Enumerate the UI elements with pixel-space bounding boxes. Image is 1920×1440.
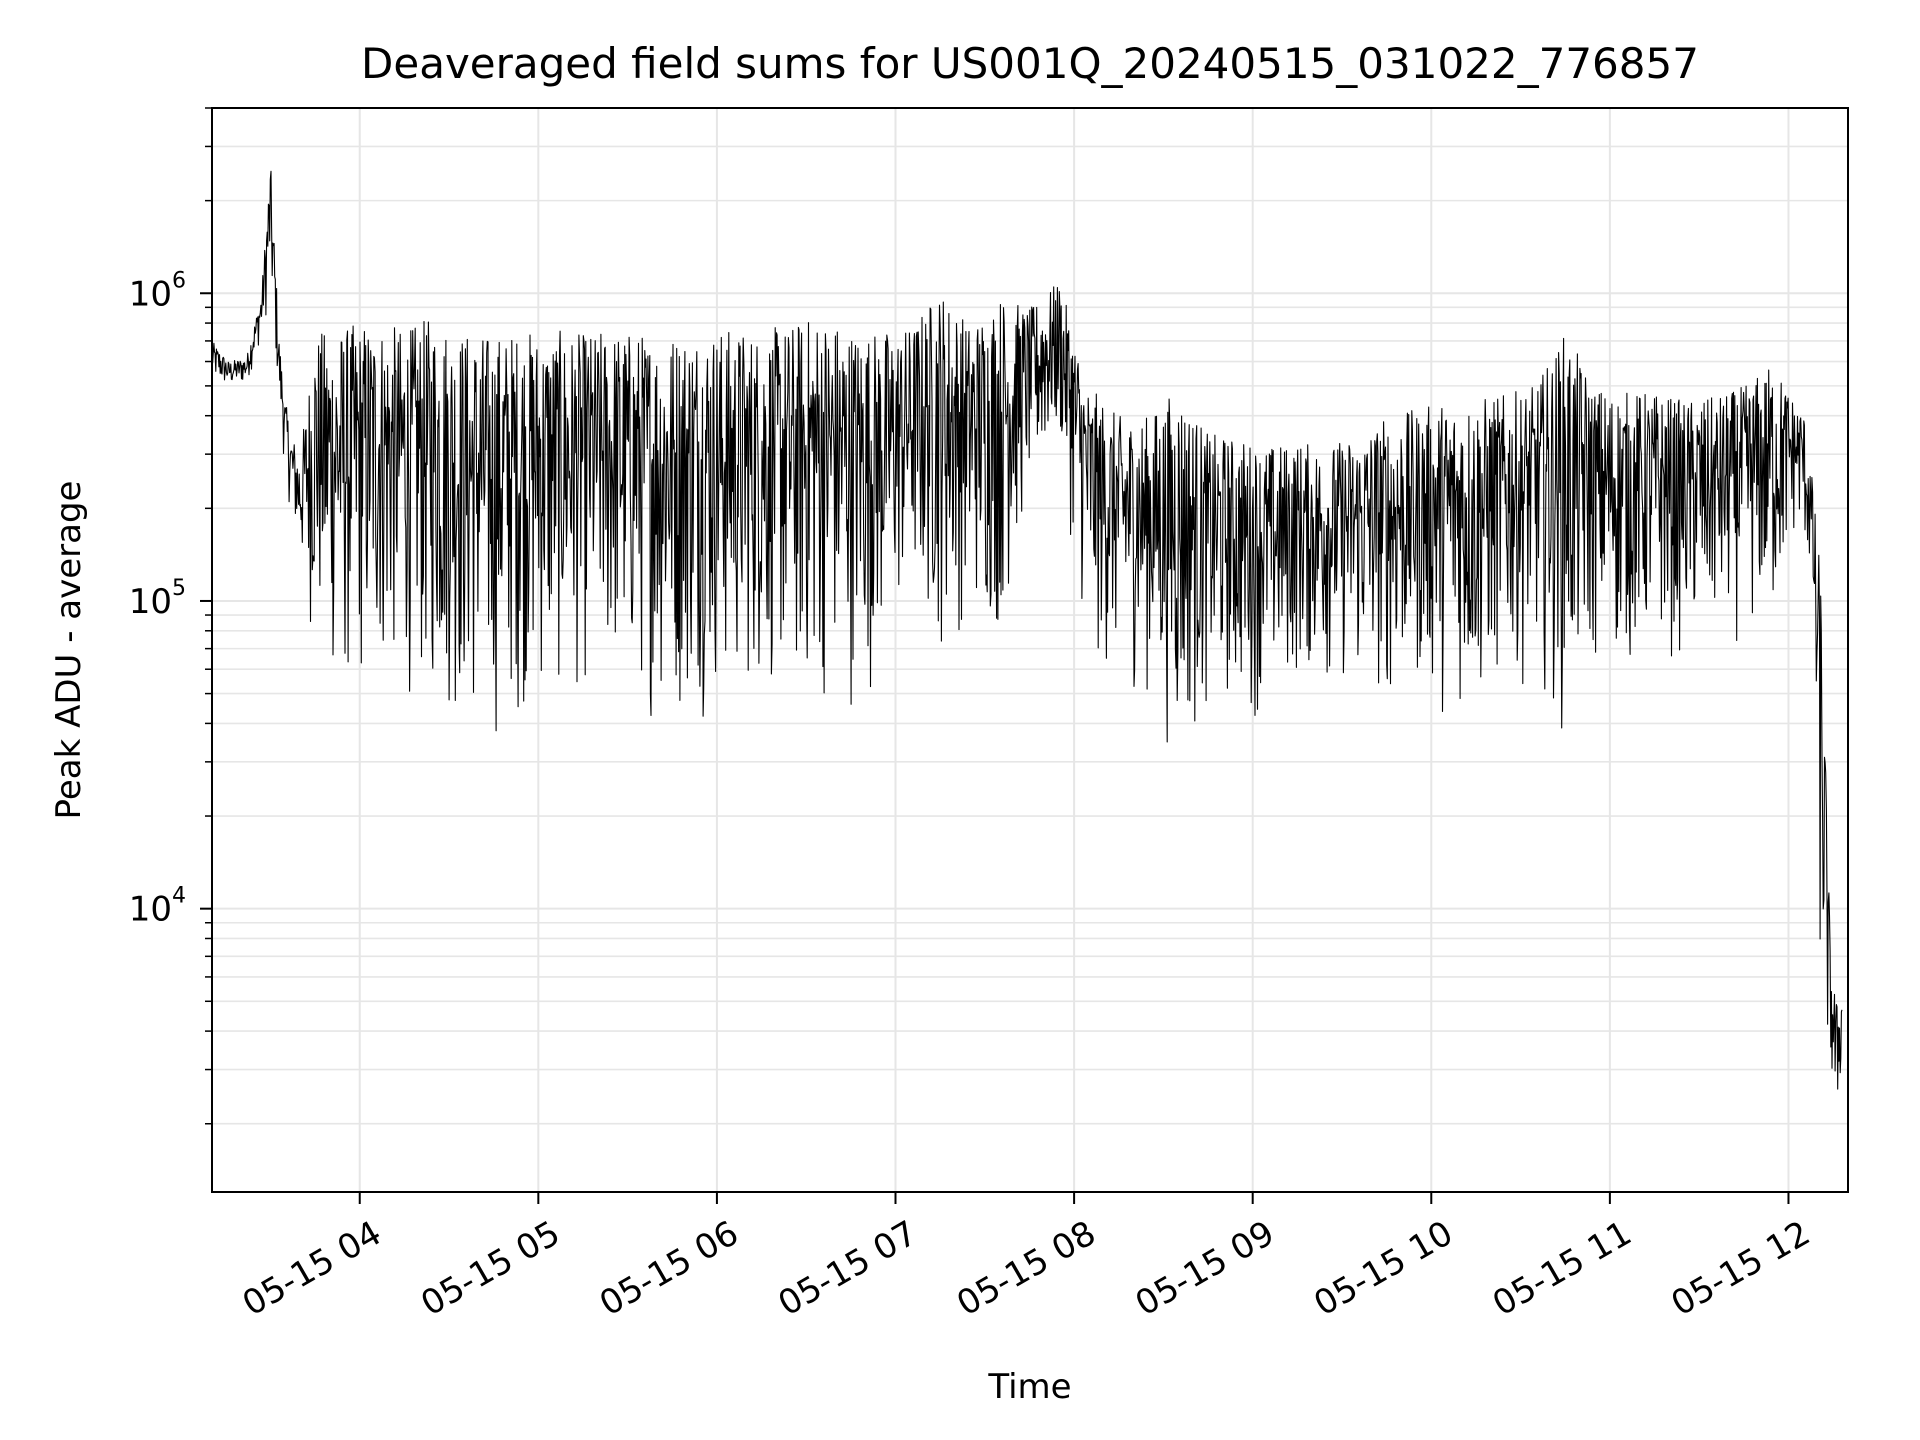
series-line [211,170,1843,1090]
y-tick-label: 10 [129,890,172,930]
y-tick-label: 10 [129,582,172,622]
y-tick-label: 10 [129,274,172,314]
series-group [211,170,1843,1090]
plot-frame [211,107,1849,1193]
chart-title: Deaveraged field sums for US001Q_2024051… [361,39,1699,88]
y-tick-exponent: 5 [172,576,186,601]
y-tick-exponent: 4 [172,884,186,909]
y-tick-exponent: 6 [172,268,186,293]
x-axis-label: Time [987,1367,1071,1407]
y-axis-label: Peak ADU - average [49,481,89,820]
